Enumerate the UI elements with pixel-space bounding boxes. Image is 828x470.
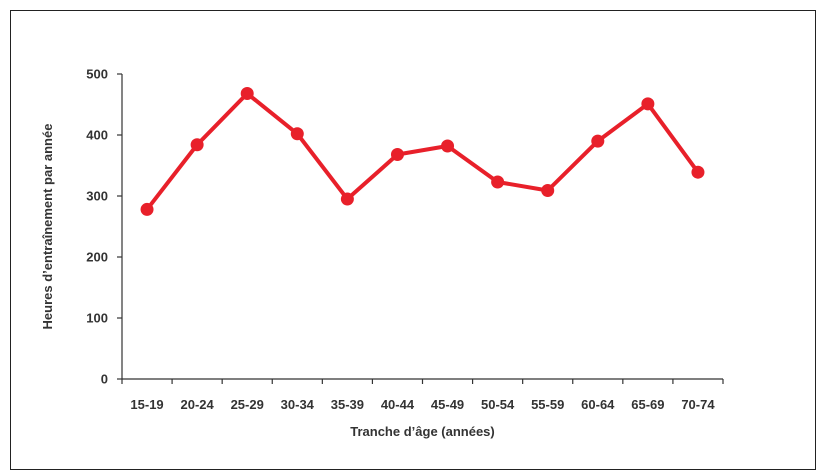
data-point [591, 134, 605, 148]
data-point [441, 139, 455, 153]
y-axis-title: Heures d’entraînement par année [40, 124, 55, 330]
y-ticks: 0 100 200 300 400 500 [86, 67, 122, 387]
data-point [240, 87, 254, 101]
x-tick-label: 55-59 [531, 397, 564, 412]
series-line [145, 91, 700, 211]
data-point [541, 184, 555, 198]
data-point [340, 192, 354, 206]
y-tick-label: 100 [86, 311, 108, 326]
x-tick-label: 15-19 [130, 397, 163, 412]
x-axis-title: Tranche d’âge (années) [350, 424, 495, 439]
x-tick-label: 45-49 [431, 397, 464, 412]
data-points [140, 87, 705, 216]
y-tick-label: 500 [86, 67, 108, 82]
data-point [641, 97, 655, 111]
x-tick-label: 40-44 [381, 397, 415, 412]
x-ticks: 15-19 20-24 25-29 30-34 35-39 40-44 45-49 50-54… [121, 379, 724, 412]
x-tick-label: 35-39 [331, 397, 364, 412]
data-point [691, 165, 705, 179]
x-tick-label: 30-34 [281, 397, 315, 412]
x-tick-label: 25-29 [231, 397, 264, 412]
y-tick-label: 400 [86, 128, 108, 143]
chart-frame [10, 10, 816, 470]
x-tick-label: 65-69 [631, 397, 664, 412]
x-tick-label: 50-54 [481, 397, 515, 412]
y-tick-label: 200 [86, 250, 108, 265]
x-tick-label: 20-24 [181, 397, 215, 412]
data-point [491, 175, 505, 189]
data-point [290, 127, 304, 141]
y-tick-label: 300 [86, 189, 108, 204]
y-tick-label: 0 [101, 372, 108, 387]
x-tick-label: 60-64 [581, 397, 615, 412]
data-point [190, 138, 204, 152]
data-point [390, 148, 404, 162]
x-tick-label: 70-74 [681, 397, 715, 412]
axes [121, 74, 723, 380]
data-point [140, 202, 154, 216]
